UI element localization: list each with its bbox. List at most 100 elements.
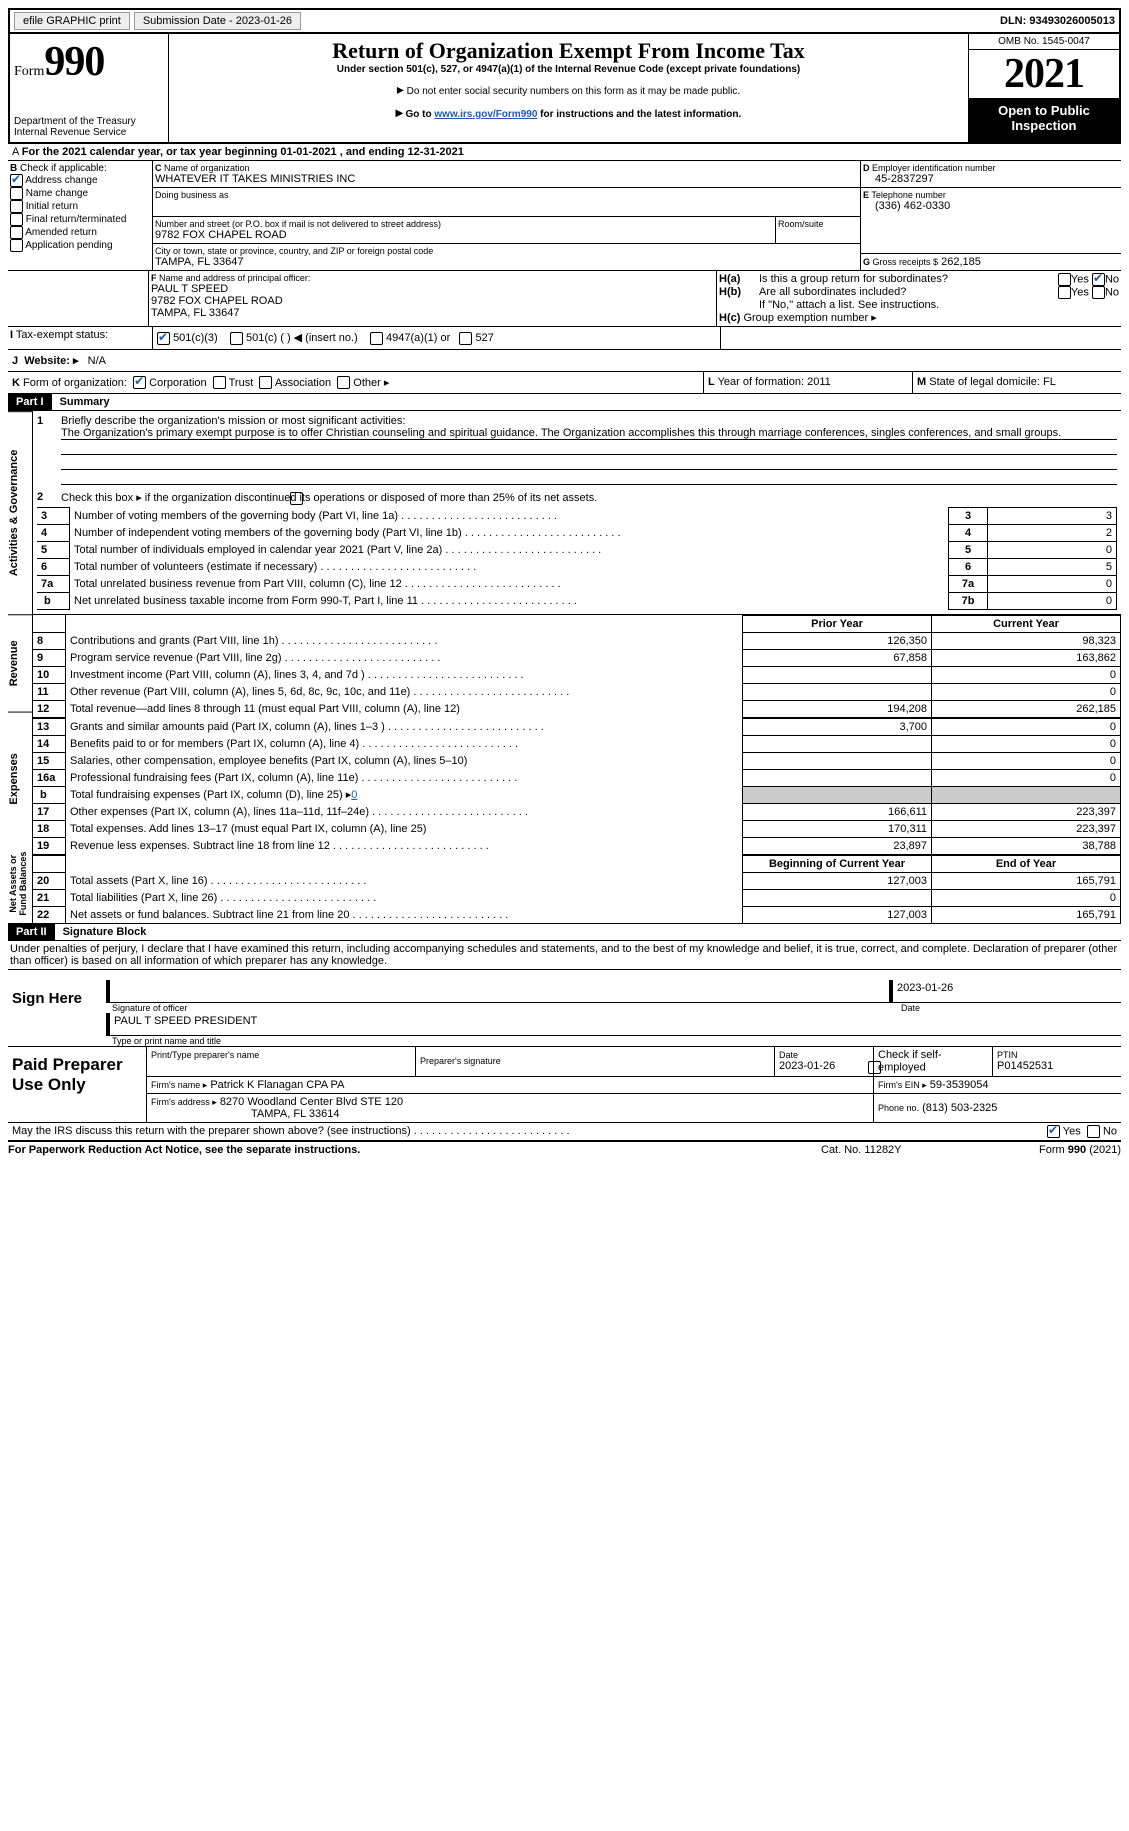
line-22: 22Net assets or fund balances. Subtract … bbox=[33, 906, 1121, 923]
line-8: 8Contributions and grants (Part VIII, li… bbox=[33, 632, 1121, 649]
checkbox-ha-no[interactable] bbox=[1092, 273, 1105, 286]
prep-date: 2023-01-26 bbox=[779, 1060, 869, 1072]
section-f-h: F Name and address of principal officer:… bbox=[8, 271, 1121, 327]
irs-link[interactable]: www.irs.gov/Form990 bbox=[434, 109, 537, 120]
gross-receipts: 262,185 bbox=[941, 256, 981, 268]
side-expenses: Expenses bbox=[8, 712, 32, 845]
officer-street: 9782 FOX CHAPEL ROAD bbox=[151, 295, 714, 307]
checkbox-app-pending[interactable] bbox=[10, 239, 23, 252]
side-netassets: Net Assets or Fund Balances bbox=[8, 844, 32, 923]
officer-sig-date: 2023-01-26 bbox=[889, 980, 1121, 1003]
website: N/A bbox=[88, 355, 106, 367]
footer: For Paperwork Reduction Act Notice, see … bbox=[8, 1142, 1121, 1158]
checkbox-501c[interactable] bbox=[230, 332, 243, 345]
checkbox-4947[interactable] bbox=[370, 332, 383, 345]
checkbox-501c3[interactable] bbox=[157, 332, 170, 345]
efile-print-button[interactable]: efile GRAPHIC print bbox=[14, 12, 130, 30]
checkbox-final-return[interactable] bbox=[10, 213, 23, 226]
line-3: 3Number of voting members of the governi… bbox=[37, 507, 1117, 524]
checkbox-trust[interactable] bbox=[213, 376, 226, 389]
officer-city: TAMPA, FL 33647 bbox=[151, 307, 714, 319]
firm-ein: 59-3539054 bbox=[930, 1079, 989, 1091]
line-21: 21Total liabilities (Part X, line 26)0 bbox=[33, 889, 1121, 906]
year-formation: 2011 bbox=[807, 376, 831, 388]
ptin: P01452531 bbox=[997, 1060, 1117, 1072]
checkbox-discontinued[interactable] bbox=[290, 492, 303, 505]
line-a: A For the 2021 calendar year, or tax yea… bbox=[8, 144, 1121, 161]
line-7a: 7aTotal unrelated business revenue from … bbox=[37, 575, 1117, 592]
side-activities: Activities & Governance bbox=[8, 411, 32, 614]
line-4: 4Number of independent voting members of… bbox=[37, 524, 1117, 541]
telephone: (336) 462-0330 bbox=[863, 200, 1119, 212]
state-domicile: FL bbox=[1043, 376, 1056, 388]
section-i: I Tax-exempt status: 501(c)(3) 501(c) ( … bbox=[8, 327, 1121, 350]
firm-addr1: 8270 Woodland Center Blvd STE 120 bbox=[220, 1096, 403, 1108]
line-15: 15Salaries, other compensation, employee… bbox=[33, 752, 1121, 769]
org-city: TAMPA, FL 33647 bbox=[155, 256, 858, 268]
line-16a: 16aProfessional fundraising fees (Part I… bbox=[33, 769, 1121, 786]
section-b-to-g: B Check if applicable: Address change Na… bbox=[8, 161, 1121, 271]
line-20: 20Total assets (Part X, line 16)127,0031… bbox=[33, 872, 1121, 889]
submission-date-button[interactable]: Submission Date - 2023-01-26 bbox=[134, 12, 301, 30]
topbar: efile GRAPHIC print Submission Date - 20… bbox=[8, 8, 1121, 34]
line-7b: bNet unrelated business taxable income f… bbox=[37, 592, 1117, 609]
firm-phone: (813) 503-2325 bbox=[922, 1102, 997, 1114]
checkbox-discuss-no[interactable] bbox=[1087, 1125, 1100, 1138]
note-ssn: Do not enter social security numbers on … bbox=[407, 86, 740, 97]
dln-label: DLN: 93493026005013 bbox=[1000, 15, 1115, 27]
form-header: Form990 Department of the Treasury Inter… bbox=[8, 34, 1121, 144]
section-j: J Website: ▸ N/A bbox=[8, 350, 1121, 372]
section-deg: D Employer identification number 45-2837… bbox=[860, 161, 1121, 270]
checkbox-address-change[interactable] bbox=[10, 174, 23, 187]
note-goto-prefix: Go to bbox=[406, 109, 435, 120]
may-irs-discuss: May the IRS discuss this return with the… bbox=[8, 1123, 1121, 1142]
checkbox-hb-yes[interactable] bbox=[1058, 286, 1071, 299]
form-title: Return of Organization Exempt From Incom… bbox=[173, 38, 964, 64]
part1-header: Part ISummary bbox=[8, 394, 1121, 411]
firm-addr2: TAMPA, FL 33614 bbox=[151, 1108, 339, 1120]
side-revenue: Revenue bbox=[8, 614, 32, 711]
open-inspection: Open to Public Inspection bbox=[969, 99, 1119, 142]
line-19: 19Revenue less expenses. Subtract line 1… bbox=[33, 837, 1121, 854]
tax-year: 2021 bbox=[969, 50, 1119, 99]
line-14: 14Benefits paid to or for members (Part … bbox=[33, 735, 1121, 752]
line-9: 9Program service revenue (Part VIII, lin… bbox=[33, 649, 1121, 666]
note-goto-suffix: for instructions and the latest informat… bbox=[537, 109, 741, 120]
checkbox-assoc[interactable] bbox=[259, 376, 272, 389]
section-c: C Name of organization WHATEVER IT TAKES… bbox=[153, 161, 860, 270]
line-5: 5Total number of individuals employed in… bbox=[37, 541, 1117, 558]
officer-printed-name: PAUL T SPEED PRESIDENT bbox=[106, 1013, 1121, 1036]
officer-name: PAUL T SPEED bbox=[151, 283, 714, 295]
checkbox-other[interactable] bbox=[337, 376, 350, 389]
line-17: 17Other expenses (Part IX, column (A), l… bbox=[33, 803, 1121, 820]
section-klm: K Form of organization: Corporation Trus… bbox=[8, 372, 1121, 395]
mission-text: The Organization's primary exempt purpos… bbox=[61, 427, 1117, 440]
checkbox-name-change[interactable] bbox=[10, 187, 23, 200]
checkbox-self-employed[interactable] bbox=[868, 1061, 881, 1074]
line-13: 13Grants and similar amounts paid (Part … bbox=[33, 718, 1121, 735]
line-11: 11Other revenue (Part VIII, column (A), … bbox=[33, 683, 1121, 700]
form-number: Form990 bbox=[14, 38, 164, 86]
checkbox-initial-return[interactable] bbox=[10, 200, 23, 213]
line-16b: bTotal fundraising expenses (Part IX, co… bbox=[33, 786, 1121, 803]
perjury-declaration: Under penalties of perjury, I declare th… bbox=[8, 941, 1121, 970]
checkbox-discuss-yes[interactable] bbox=[1047, 1125, 1060, 1138]
line-6: 6Total number of volunteers (estimate if… bbox=[37, 558, 1117, 575]
omb-number: OMB No. 1545-0047 bbox=[969, 34, 1119, 50]
line-12: 12Total revenue—add lines 8 through 11 (… bbox=[33, 700, 1121, 717]
checkbox-corp[interactable] bbox=[133, 376, 146, 389]
part1-body: Activities & Governance Revenue Expenses… bbox=[8, 411, 1121, 924]
org-name: WHATEVER IT TAKES MINISTRIES INC bbox=[155, 173, 858, 185]
firm-name: Patrick K Flanagan CPA PA bbox=[210, 1079, 344, 1091]
dept-treasury: Department of the Treasury Internal Reve… bbox=[14, 116, 164, 138]
org-street: 9782 FOX CHAPEL ROAD bbox=[155, 229, 773, 241]
sign-here-block: Sign Here 2023-01-26 Signature of office… bbox=[8, 970, 1121, 1047]
checkbox-hb-no[interactable] bbox=[1092, 286, 1105, 299]
form-subtitle: Under section 501(c), 527, or 4947(a)(1)… bbox=[173, 64, 964, 75]
part2-header: Part IISignature Block bbox=[8, 924, 1121, 941]
checkbox-amended-return[interactable] bbox=[10, 226, 23, 239]
checkbox-ha-yes[interactable] bbox=[1058, 273, 1071, 286]
checkbox-527[interactable] bbox=[459, 332, 472, 345]
line-10: 10Investment income (Part VIII, column (… bbox=[33, 666, 1121, 683]
paid-preparer-block: Paid Preparer Use Only Print/Type prepar… bbox=[8, 1047, 1121, 1123]
